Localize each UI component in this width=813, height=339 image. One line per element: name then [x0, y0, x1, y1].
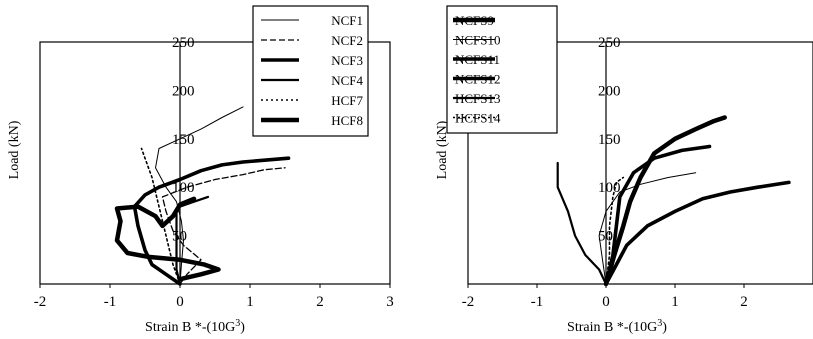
x-tick-label: 0	[602, 294, 610, 310]
legend: NCF1 NCF2 NCF3 NCF4 HCF7 HCF8	[252, 5, 369, 137]
y-tick-label: 150	[172, 132, 195, 148]
series-line-ncf4	[175, 195, 210, 286]
y-axis-label: Load (kN)	[435, 120, 450, 179]
x-tick-label: 1	[246, 294, 254, 310]
y-tick-label: 250	[598, 35, 621, 51]
series-line-ncfs11	[604, 180, 791, 286]
x-axis-label: Strain B *-(10G3)	[145, 318, 245, 336]
series-line-ncfs9	[603, 115, 727, 287]
y-tick-label: 200	[598, 83, 621, 99]
legend-label: HCFS13	[455, 91, 501, 106]
x-tick-label: -2	[34, 294, 47, 310]
series-line-hcf8	[114, 196, 221, 282]
x-tick-label: 1	[671, 294, 679, 310]
y-tick-label: 100	[598, 180, 621, 196]
x-axis-label: Strain B *-(10G3)	[567, 318, 667, 336]
x-tick-label: 3	[386, 294, 394, 310]
series-line-hcfs13	[556, 161, 608, 286]
y-tick-label: 200	[172, 83, 195, 99]
legend-label: NCF1	[331, 13, 363, 28]
plot-frame	[467, 41, 813, 285]
series-line-ncfs10	[598, 172, 697, 285]
legend-label: NCF2	[331, 33, 363, 48]
legend-label: NCFS12	[455, 72, 501, 87]
series-line-ncf3	[132, 156, 291, 286]
legend-label: HCFS14	[455, 111, 501, 126]
x-tick-label: 0	[176, 294, 184, 310]
y-tick-label: 250	[172, 35, 195, 51]
x-tick-label: -2	[462, 294, 475, 310]
legend-label: NCFS11	[455, 52, 500, 67]
series-line-ncfs12	[604, 144, 712, 286]
y-tick-label: 50	[172, 229, 187, 245]
x-tick-label: 2	[316, 294, 324, 310]
series-line-hcf7	[140, 147, 181, 285]
legend-label: NCF3	[331, 53, 363, 68]
x-tick-label: -1	[531, 294, 544, 310]
legend-box	[252, 5, 369, 137]
legend-label: HCF7	[331, 93, 363, 108]
legend-label: NCFS10	[455, 33, 501, 48]
legend-label: NCF4	[331, 73, 363, 88]
x-tick-label: 2	[740, 294, 748, 310]
legend-label: HCF8	[331, 113, 363, 128]
y-tick-label: 150	[598, 132, 621, 148]
series-line-hcfs14	[605, 176, 625, 285]
legend-box	[446, 5, 558, 134]
x-tick-label: -1	[104, 294, 117, 310]
legend: NCFS9 NCFS10 NCFS11 NCFS12 HCFS13 HCFS14	[446, 5, 558, 134]
legend-label: NCFS9	[455, 13, 494, 28]
plot-frame	[39, 41, 391, 285]
y-axis-label: Load (kN)	[7, 120, 22, 179]
